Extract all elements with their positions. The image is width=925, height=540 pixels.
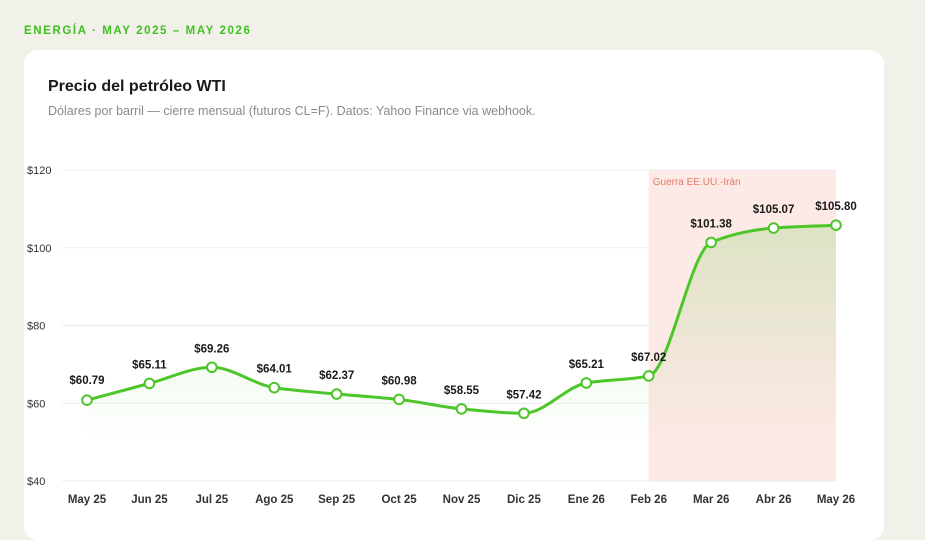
data-point (580, 377, 593, 389)
data-point (830, 219, 842, 232)
x-tick-label: Jul 25 (196, 494, 229, 506)
x-tick-label: Jun 25 (131, 494, 168, 506)
x-tick-label: Sep 25 (318, 494, 356, 506)
x-tick-label: May 26 (817, 494, 855, 506)
data-label: $65.21 (569, 359, 605, 371)
data-label: $58.55 (444, 385, 480, 397)
x-tick-label: Oct 25 (381, 494, 417, 506)
chart-card: Precio del petróleo WTI Dólares por barr… (24, 50, 884, 540)
y-tick-label: $80 (27, 321, 45, 333)
data-label: $101.38 (690, 218, 732, 230)
data-label: $105.07 (753, 204, 795, 216)
data-point (393, 393, 405, 406)
data-label: $69.26 (194, 343, 229, 355)
x-tick-label: Ene 26 (568, 494, 605, 506)
data-label: $105.80 (815, 201, 857, 213)
chart-title: Precio del petróleo WTI (48, 78, 226, 95)
data-point (455, 403, 468, 415)
x-tick-label: Ago 25 (255, 494, 294, 506)
data-label: $65.11 (132, 359, 167, 371)
data-point (81, 394, 93, 406)
data-point (330, 388, 343, 400)
section-kicker: ENERGÍA · MAY 2025 – MAY 2026 (24, 25, 252, 37)
data-label: $62.37 (319, 370, 354, 382)
x-tick-label: Dic 25 (507, 494, 541, 506)
x-tick-label: May 25 (68, 494, 107, 506)
x-tick-label: Nov 25 (443, 494, 481, 506)
data-label: $60.79 (69, 375, 104, 387)
x-tick-label: Abr 26 (756, 494, 792, 506)
x-tick-label: Feb 26 (631, 494, 667, 506)
data-label: $64.01 (257, 364, 293, 376)
data-point (642, 370, 655, 382)
y-tick-label: $120 (27, 165, 51, 177)
line-chart: Guerra EE.UU.-Irán $40 $60 $80 $100 $120 $60.7… (27, 165, 857, 506)
y-tick-label: $100 (27, 243, 51, 255)
data-point (206, 361, 218, 374)
data-point (705, 236, 717, 249)
data-point (767, 222, 780, 234)
y-tick-label: $40 (27, 476, 45, 488)
data-label: $57.42 (506, 389, 541, 401)
y-tick-label: $60 (27, 398, 45, 410)
highlight-label: Guerra EE.UU.-Irán (653, 177, 741, 188)
data-label: $67.02 (631, 352, 666, 364)
data-point (518, 407, 530, 420)
data-point (268, 381, 281, 394)
x-tick-label: Mar 26 (693, 494, 729, 506)
chart-subtitle: Dólares por barril — cierre mensual (fut… (48, 104, 536, 118)
data-point (143, 377, 156, 390)
data-label: $60.98 (381, 375, 417, 387)
